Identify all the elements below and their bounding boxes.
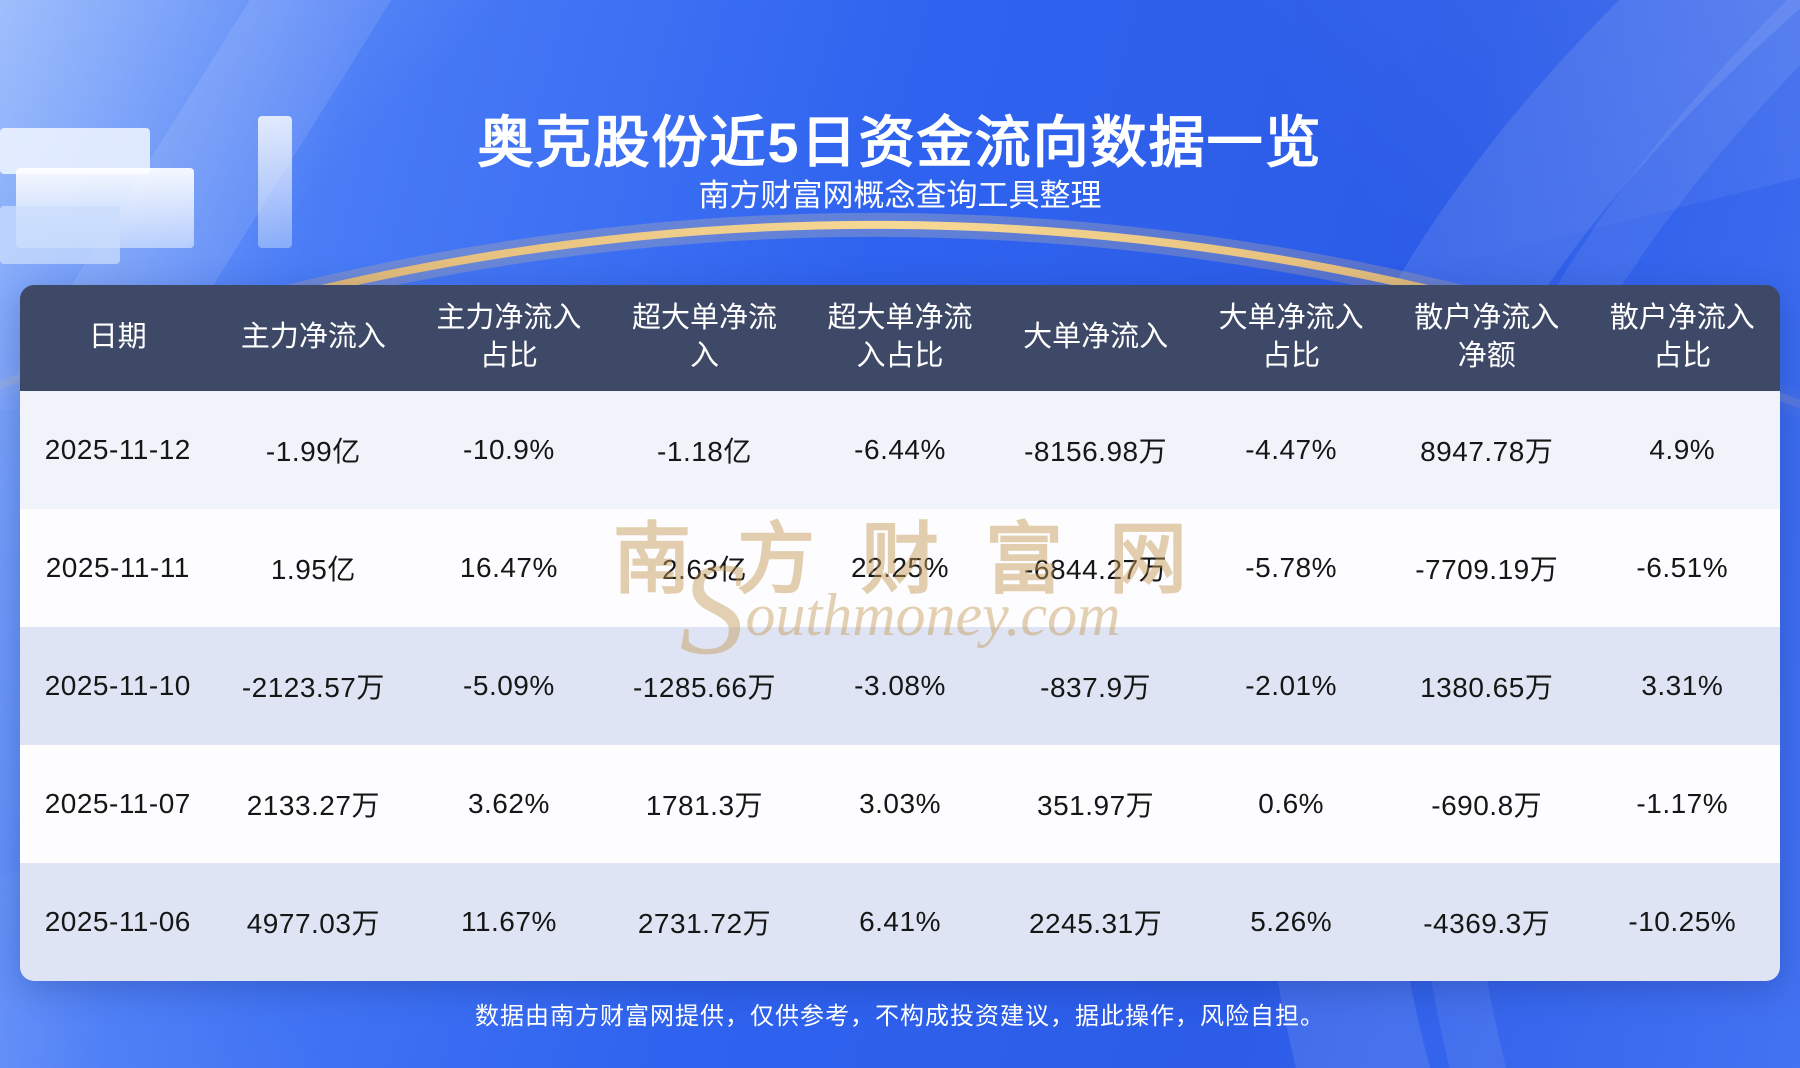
cell-large-net-inflow: -6844.27万 [1024, 554, 1168, 585]
fund-flow-table: 日期 主力净流入 主力净流入 占比 超大单净流 入 超大单净流 入占比 大单净流… [20, 285, 1780, 981]
cell-super-large-net-inflow-ratio: -6.44% [854, 434, 946, 465]
table-header-row: 日期 主力净流入 主力净流入 占比 超大单净流 入 超大单净流 入占比 大单净流… [20, 285, 1780, 391]
cell-large-net-inflow-ratio: -2.01% [1245, 670, 1338, 701]
cell-retail-net-inflow-ratio: -1.17% [1636, 788, 1729, 819]
footer-disclaimer: 数据由南方财富网提供，仅供参考，不构成投资建议，据此操作，风险自担。 [475, 1003, 1325, 1030]
cell-super-large-net-inflow: -1285.66万 [632, 672, 776, 703]
cell-large-net-inflow: -8156.98万 [1024, 436, 1168, 467]
cell-main-net-inflow-ratio: -5.09% [463, 670, 555, 701]
cell-super-large-net-inflow-ratio: -3.08% [854, 670, 946, 701]
cell-main-net-inflow-ratio: 11.67% [460, 906, 557, 937]
cell-date: 2025-11-10 [44, 670, 191, 701]
cell-main-net-inflow: 1.95亿 [270, 554, 356, 585]
cell-main-net-inflow-ratio: 16.47% [459, 552, 558, 583]
cell-retail-net-inflow-amount: 8947.78万 [1420, 436, 1554, 467]
cell-date: 2025-11-12 [44, 434, 191, 465]
table-row: 2025-11-12 -1.99亿 -10.9% -1.18亿 -6.44% -… [20, 391, 1780, 509]
cell-retail-net-inflow-ratio: 4.9% [1649, 434, 1716, 465]
cell-large-net-inflow-ratio: -5.78% [1245, 552, 1338, 583]
col-header-main-net-inflow: 主力净流入 [240, 321, 386, 354]
col-header-super-large-net-inflow: 超大单净流 入 [631, 302, 777, 372]
cell-large-net-inflow: -837.9万 [1040, 672, 1152, 703]
table-row: 2025-11-11 1.95亿 16.47% 2.63亿 22.25% -68… [20, 509, 1780, 627]
cell-main-net-inflow-ratio: 3.62% [467, 788, 550, 819]
table-row: 2025-11-07 2133.27万 3.62% 1781.3万 3.03% … [20, 745, 1780, 863]
cell-main-net-inflow: -1.99亿 [265, 436, 361, 467]
cell-retail-net-inflow-ratio: -10.25% [1628, 906, 1737, 937]
cell-main-net-inflow: 2133.27万 [246, 790, 380, 821]
cell-super-large-net-inflow: 2731.72万 [637, 908, 772, 939]
cell-main-net-inflow: -2123.57万 [241, 672, 385, 703]
page-title: 奥克股份近5日资金流向数据一览 [477, 110, 1323, 174]
cell-retail-net-inflow-amount: 1380.65万 [1420, 672, 1554, 703]
col-header-large-net-inflow-ratio: 大单净流入 占比 [1218, 302, 1364, 372]
cell-main-net-inflow-ratio: -10.9% [463, 434, 555, 465]
cell-main-net-inflow: 4977.03万 [246, 908, 380, 939]
col-header-main-net-inflow-ratio: 主力净流入 占比 [436, 302, 582, 372]
cell-super-large-net-inflow: -1.18亿 [657, 436, 752, 467]
cell-super-large-net-inflow: 2.63亿 [661, 554, 747, 585]
cell-large-net-inflow-ratio: 0.6% [1258, 788, 1325, 819]
col-header-super-large-net-inflow-ratio: 超大单净流 入占比 [827, 302, 973, 372]
cell-large-net-inflow-ratio: 5.26% [1250, 906, 1333, 937]
col-header-retail-net-inflow-amount: 散户净流入 净额 [1414, 302, 1560, 372]
cell-super-large-net-inflow-ratio: 22.25% [851, 552, 950, 583]
cell-large-net-inflow-ratio: -4.47% [1245, 434, 1338, 465]
cell-super-large-net-inflow-ratio: 3.03% [859, 788, 941, 819]
cell-super-large-net-inflow: 1781.3万 [645, 790, 764, 821]
cell-date: 2025-11-11 [45, 552, 190, 583]
cell-super-large-net-inflow-ratio: 6.41% [859, 906, 941, 937]
cell-retail-net-inflow-ratio: -6.51% [1636, 552, 1729, 583]
cell-large-net-inflow: 351.97万 [1037, 790, 1155, 821]
cell-retail-net-inflow-amount: -4369.3万 [1423, 908, 1551, 939]
cell-retail-net-inflow-ratio: 3.31% [1641, 670, 1724, 701]
cell-retail-net-inflow-amount: -690.8万 [1431, 790, 1543, 821]
col-header-retail-net-inflow-ratio: 散户净流入 占比 [1609, 302, 1755, 372]
col-header-date: 日期 [88, 321, 147, 354]
page-subtitle: 南方财富网概念查询工具整理 [698, 178, 1102, 213]
cell-date: 2025-11-06 [44, 906, 191, 937]
col-header-large-net-inflow: 大单净流入 [1023, 321, 1169, 354]
table-row: 2025-11-06 4977.03万 11.67% 2731.72万 6.41… [20, 863, 1780, 981]
table-row: 2025-11-10 -2123.57万 -5.09% -1285.66万 -3… [20, 627, 1780, 745]
cell-retail-net-inflow-amount: -7709.19万 [1415, 554, 1559, 585]
cell-date: 2025-11-07 [44, 788, 191, 819]
cell-large-net-inflow: 2245.31万 [1028, 908, 1163, 939]
